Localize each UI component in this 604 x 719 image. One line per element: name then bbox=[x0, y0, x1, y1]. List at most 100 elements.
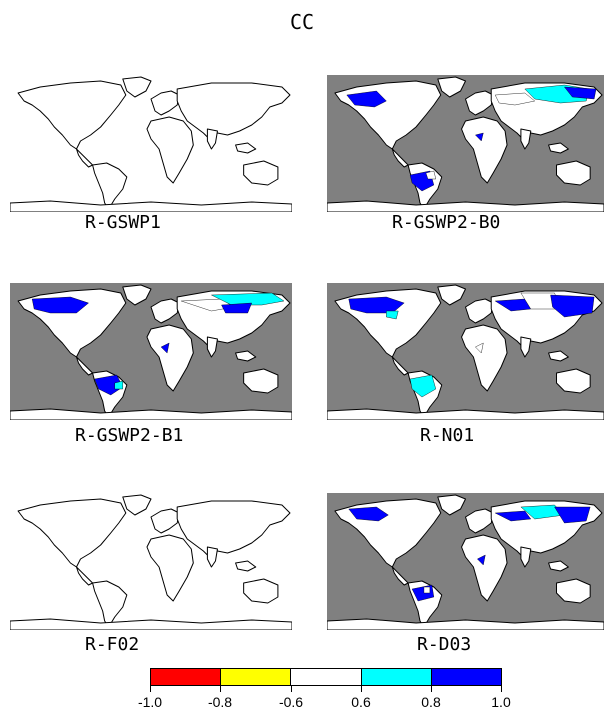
correlation-region bbox=[423, 586, 431, 594]
map-panel bbox=[327, 75, 604, 212]
colorbar bbox=[150, 668, 502, 686]
panel-label: R-N01 bbox=[420, 425, 475, 446]
landmass bbox=[556, 578, 591, 604]
landmass bbox=[176, 500, 291, 558]
landmass bbox=[520, 336, 532, 358]
landmass bbox=[122, 284, 152, 306]
correlation-region bbox=[31, 296, 89, 314]
correlation-region bbox=[409, 374, 437, 398]
landmass bbox=[391, 148, 409, 168]
correlation-region bbox=[475, 342, 484, 354]
landmass bbox=[461, 534, 508, 602]
panel-label: R-GSWP2-B0 bbox=[392, 212, 501, 233]
landmass bbox=[520, 546, 532, 568]
colorbar-tick bbox=[361, 686, 362, 692]
correlation-region bbox=[563, 86, 597, 100]
colorbar-segment-cyan bbox=[361, 669, 432, 685]
landmass bbox=[548, 142, 569, 154]
correlation-region bbox=[221, 302, 253, 314]
figure-title: CC bbox=[289, 10, 315, 34]
correlation-region bbox=[550, 294, 595, 318]
landmass bbox=[243, 160, 279, 186]
colorbar-tick bbox=[150, 686, 151, 692]
colorbar-tick-label: -0.8 bbox=[207, 694, 233, 710]
colorbar-segment-blue bbox=[431, 669, 502, 685]
landmass bbox=[235, 350, 257, 362]
landmass bbox=[465, 90, 494, 116]
colorbar-segment-red bbox=[151, 669, 222, 685]
landmass bbox=[556, 368, 591, 394]
landmass bbox=[122, 76, 152, 98]
landmass bbox=[391, 566, 409, 586]
correlation-region bbox=[114, 380, 124, 390]
landmass bbox=[461, 324, 508, 392]
landmass bbox=[206, 336, 218, 358]
landmass bbox=[75, 566, 94, 586]
map-panel bbox=[327, 493, 604, 630]
panel-label: R-GSWP2-B1 bbox=[75, 425, 184, 446]
landmass bbox=[548, 350, 569, 362]
map-panel bbox=[10, 75, 292, 212]
panel-label: R-D03 bbox=[417, 634, 472, 655]
map-panel bbox=[10, 283, 292, 420]
landmass bbox=[437, 76, 466, 98]
landmass bbox=[75, 148, 94, 168]
colorbar-tick-label: -0.6 bbox=[278, 694, 304, 710]
colorbar-tick-label: 1.0 bbox=[491, 694, 511, 710]
landmass bbox=[176, 82, 291, 140]
colorbar-tick bbox=[220, 686, 221, 692]
colorbar-tick bbox=[431, 686, 432, 692]
landmass bbox=[235, 560, 257, 572]
map-panel bbox=[10, 493, 292, 630]
colorbar-tick bbox=[291, 686, 292, 692]
correlation-region bbox=[160, 342, 170, 354]
correlation-region bbox=[475, 132, 484, 142]
landmass bbox=[243, 368, 279, 394]
landmass bbox=[556, 160, 591, 186]
colorbar-segment-white bbox=[291, 669, 362, 685]
correlation-region bbox=[346, 90, 387, 108]
correlation-region bbox=[386, 310, 399, 320]
landmass bbox=[465, 298, 494, 324]
landmass bbox=[10, 200, 292, 212]
landmass bbox=[520, 128, 532, 150]
colorbar-tick-label: 0.6 bbox=[351, 694, 371, 710]
correlation-region bbox=[477, 554, 486, 566]
correlation-region bbox=[94, 374, 124, 396]
landmass bbox=[327, 200, 604, 212]
correlation-region bbox=[554, 506, 591, 524]
correlation-region bbox=[348, 506, 389, 522]
correlation-region bbox=[211, 292, 285, 306]
landmass bbox=[146, 116, 194, 184]
landmass bbox=[243, 578, 279, 604]
landmass bbox=[10, 408, 292, 420]
landmass bbox=[206, 128, 218, 150]
landmass bbox=[465, 508, 494, 534]
correlation-region bbox=[425, 170, 437, 180]
landmass bbox=[146, 324, 194, 392]
colorbar-tick bbox=[501, 686, 502, 692]
landmass bbox=[150, 298, 180, 324]
panel-label: R-GSWP1 bbox=[85, 212, 161, 233]
landmass bbox=[75, 356, 94, 376]
correlation-region bbox=[494, 92, 536, 106]
landmass bbox=[548, 560, 569, 572]
correlation-region bbox=[494, 510, 532, 522]
landmass bbox=[146, 534, 194, 602]
landmass bbox=[17, 80, 127, 150]
landmass bbox=[122, 494, 152, 516]
landmass bbox=[206, 546, 218, 568]
landmass bbox=[437, 284, 466, 306]
landmass bbox=[327, 408, 604, 420]
landmass bbox=[10, 618, 292, 630]
panel-label: R-F02 bbox=[85, 634, 140, 655]
landmass bbox=[150, 508, 180, 534]
map-panel bbox=[327, 283, 604, 420]
colorbar-tick-label: 0.8 bbox=[421, 694, 441, 710]
landmass bbox=[17, 498, 127, 568]
landmass bbox=[391, 356, 409, 376]
landmass bbox=[235, 142, 257, 154]
landmass bbox=[461, 116, 508, 184]
colorbar-segment-yellow bbox=[221, 669, 292, 685]
landmass bbox=[327, 618, 604, 630]
